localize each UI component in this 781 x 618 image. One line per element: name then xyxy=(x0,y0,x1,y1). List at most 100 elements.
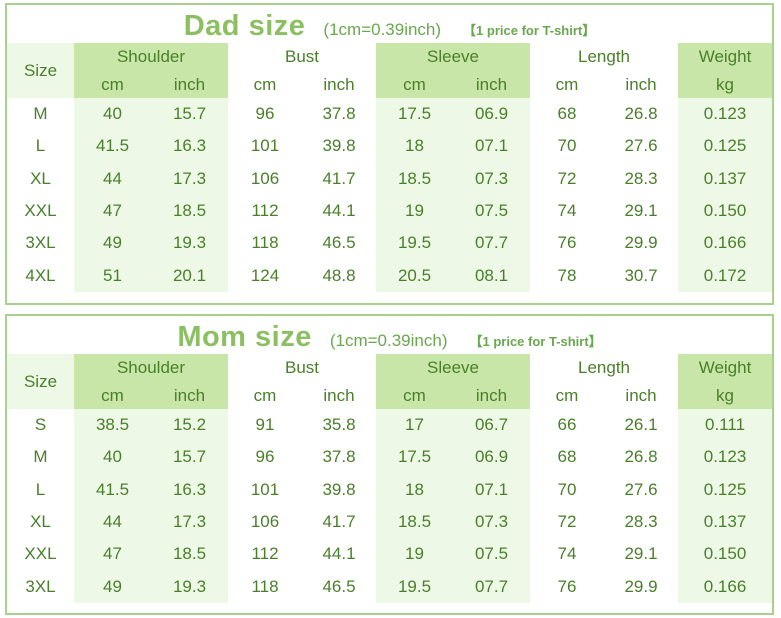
table-cell: 37.8 xyxy=(302,98,376,131)
table-cell: 124 xyxy=(228,259,302,292)
table-cell: 0.137 xyxy=(678,162,773,195)
table-row: XL 44 17.3 106 41.7 18.5 07.3 72 28.3 0.137 xyxy=(7,162,773,195)
table-cell: 15.7 xyxy=(151,98,228,131)
table-cell: 72 xyxy=(530,162,605,195)
unit-header: kg xyxy=(678,382,773,409)
size-column-header: Size xyxy=(7,354,74,409)
table-cell: 72 xyxy=(530,505,605,539)
table-cell: 106 xyxy=(228,505,302,539)
table-cell: 0.123 xyxy=(678,98,773,131)
table-cell: 101 xyxy=(228,473,302,506)
table-cell: 40 xyxy=(74,441,151,474)
table-cell: 07.3 xyxy=(453,162,531,195)
table-cell: 28.3 xyxy=(604,162,679,195)
table-cell: 40 xyxy=(74,98,151,131)
table-cell: 96 xyxy=(228,98,302,131)
table-cell: 17 xyxy=(376,409,453,442)
table-cell: 46.5 xyxy=(302,227,376,260)
table-cell: 101 xyxy=(228,130,302,163)
table-cell: 27.6 xyxy=(604,473,679,506)
unit-header: inch xyxy=(302,382,376,409)
table-cell: 07.1 xyxy=(453,473,531,506)
header-row-groups: Size Shoulder Bust Sleeve Length Weight xyxy=(7,354,773,409)
unit-header: cm xyxy=(228,382,302,409)
table-cell: 44 xyxy=(74,505,151,539)
weight-column-header: Weight xyxy=(678,354,773,382)
table-cell: 29.1 xyxy=(604,538,679,571)
table-cell: 70 xyxy=(530,130,605,163)
table-cell: 26.1 xyxy=(604,409,679,442)
mom-size-note: 【1 price for T-shirt】 xyxy=(469,334,602,349)
table-cell: 18.5 xyxy=(151,194,228,228)
dad-size-conversion: (1cm=0.39inch) xyxy=(323,20,442,39)
unit-header: cm xyxy=(228,71,302,98)
table-cell: 39.8 xyxy=(302,130,376,163)
table-cell: 112 xyxy=(228,538,302,571)
table-cell: 29.1 xyxy=(604,194,679,228)
table-cell: 38.5 xyxy=(74,409,151,442)
table-cell: 47 xyxy=(74,538,151,571)
table-cell: 41.7 xyxy=(302,505,376,539)
table-cell: 18 xyxy=(376,130,453,163)
size-label-cell: XL xyxy=(7,505,74,539)
size-label-cell: XL xyxy=(7,162,74,195)
unit-header: inch xyxy=(453,71,531,98)
size-label-cell: L xyxy=(7,473,74,506)
table-cell: 18.5 xyxy=(376,162,453,195)
size-label-cell: 3XL xyxy=(7,227,74,260)
size-label-cell: XXL xyxy=(7,194,74,228)
mom-size-table: Size Shoulder Bust Sleeve Length Weight cm inch… xyxy=(7,354,773,603)
table-cell: 0.172 xyxy=(678,259,773,292)
table-cell: 16.3 xyxy=(151,473,228,506)
table-cell: 78 xyxy=(530,259,605,292)
table-cell: 29.9 xyxy=(604,227,679,260)
table-cell: 0.123 xyxy=(678,441,773,474)
table-cell: 37.8 xyxy=(302,441,376,474)
table-cell: 18.5 xyxy=(376,505,453,539)
table-row: M 40 15.7 96 37.8 17.5 06.9 68 26.8 0.123 xyxy=(7,441,773,474)
table-row: S 38.5 15.2 91 35.8 17 06.7 66 26.1 0.111 xyxy=(7,409,773,442)
dad-size-title: Dad size xyxy=(183,10,306,42)
size-label-cell: 4XL xyxy=(7,259,74,292)
length-column-header: Length xyxy=(530,43,679,71)
table-cell: 0.125 xyxy=(678,473,773,506)
table-cell: 70 xyxy=(530,473,605,506)
table-cell: 26.8 xyxy=(604,98,679,131)
table-cell: 07.7 xyxy=(453,227,531,260)
size-label-cell: M xyxy=(7,98,74,131)
table-cell: 112 xyxy=(228,194,302,228)
table-row: 3XL 49 19.3 118 46.5 19.5 07.7 76 29.9 0.166 xyxy=(7,570,773,603)
table-cell: 0.166 xyxy=(678,227,773,260)
unit-header: cm xyxy=(530,382,605,409)
mom-size-title-bar: Mom size (1cm=0.39inch) 【1 price for T-shi… xyxy=(7,316,772,354)
table-cell: 08.1 xyxy=(453,259,531,292)
table-cell: 91 xyxy=(228,409,302,442)
table-cell: 66 xyxy=(530,409,605,442)
unit-header: cm xyxy=(530,71,605,98)
table-row: L 41.5 16.3 101 39.8 18 07.1 70 27.6 0.125 xyxy=(7,473,773,506)
table-cell: 19.5 xyxy=(376,227,453,260)
table-cell: 19 xyxy=(376,538,453,571)
table-cell: 06.9 xyxy=(453,98,531,131)
table-row: XXL 47 18.5 112 44.1 19 07.5 74 29.1 0.150 xyxy=(7,194,773,228)
header-row-groups: Size Shoulder Bust Sleeve Length Weight xyxy=(7,43,773,98)
table-cell: 51 xyxy=(74,259,151,292)
table-cell: 19.3 xyxy=(151,570,228,603)
unit-header: kg xyxy=(678,71,773,98)
shoulder-column-header: Shoulder xyxy=(74,43,228,71)
unit-header: inch xyxy=(604,71,679,98)
dad-size-note: 【1 price for T-shirt】 xyxy=(463,23,596,38)
dad-size-table: Size Shoulder Bust Sleeve Length Weight cm inch… xyxy=(7,43,773,292)
table-cell: 17.3 xyxy=(151,505,228,539)
table-cell: 0.150 xyxy=(678,194,773,228)
table-cell: 17.5 xyxy=(376,441,453,474)
shoulder-column-header: Shoulder xyxy=(74,354,228,382)
unit-header: cm xyxy=(74,382,151,409)
table-cell: 0.111 xyxy=(678,409,773,442)
table-cell: 27.6 xyxy=(604,130,679,163)
table-cell: 44 xyxy=(74,162,151,195)
table-cell: 07.5 xyxy=(453,538,531,571)
table-cell: 19 xyxy=(376,194,453,228)
table-cell: 47 xyxy=(74,194,151,228)
table-cell: 118 xyxy=(228,227,302,260)
